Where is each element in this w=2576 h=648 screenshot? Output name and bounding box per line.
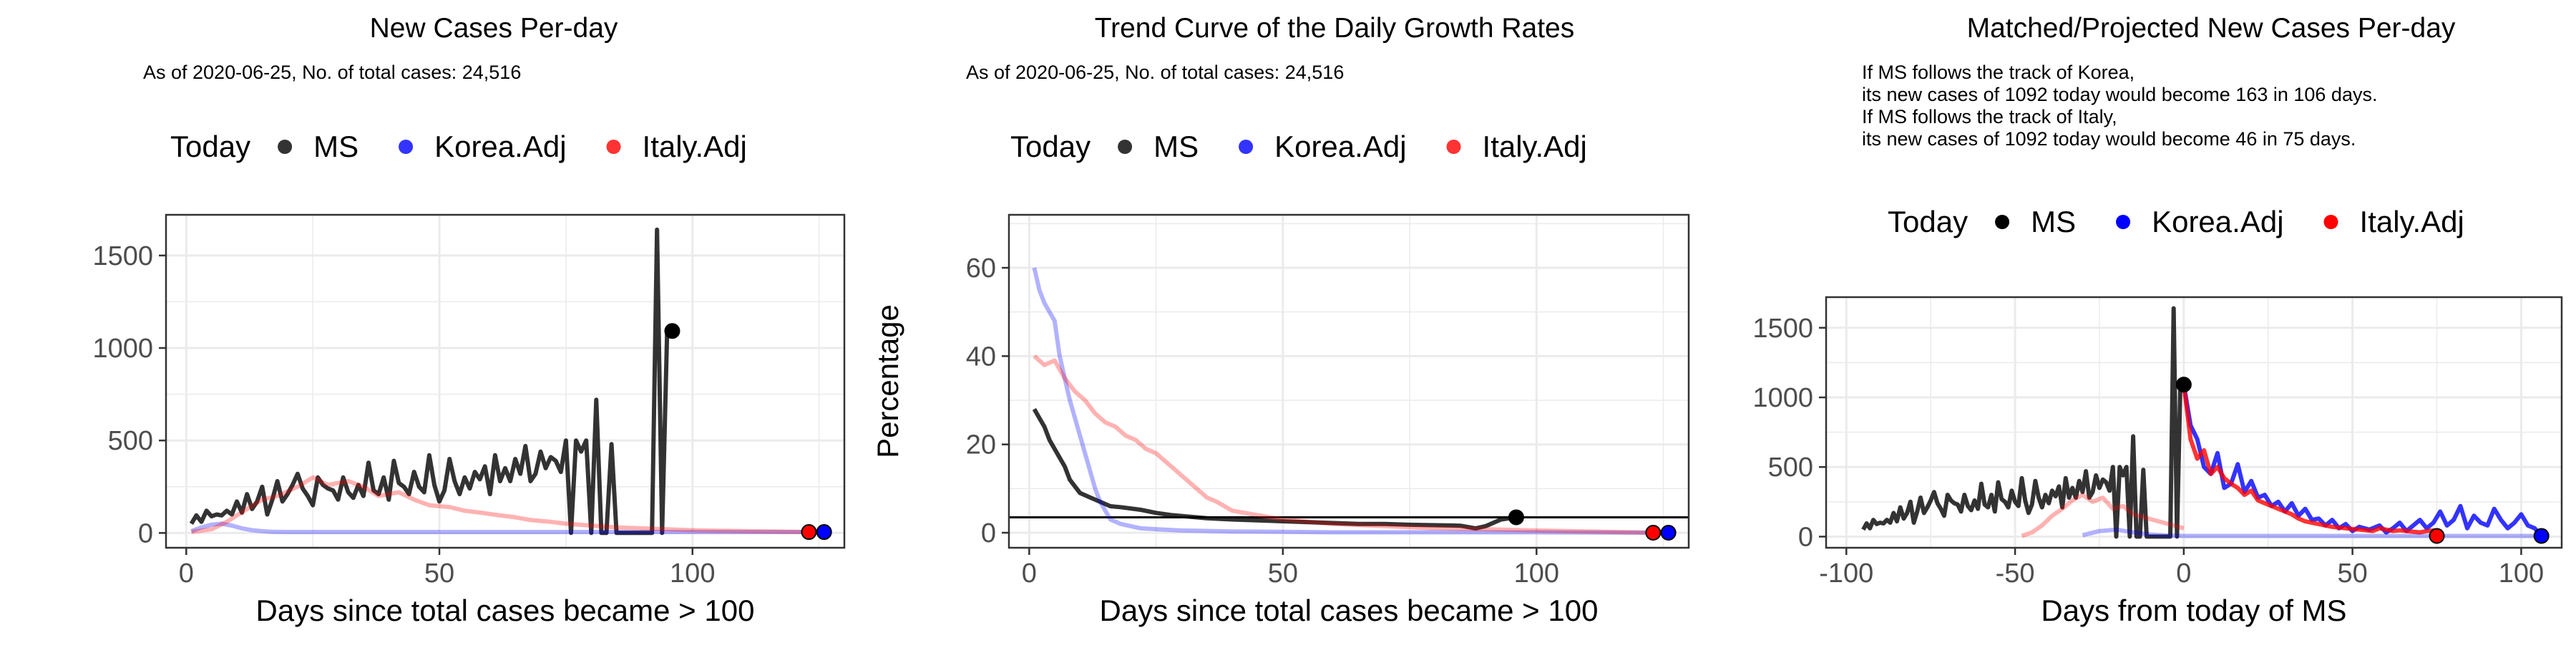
chart3-legend-key-ms (1995, 215, 2010, 229)
chart1-series-ms (189, 227, 673, 536)
chart3-panel-border (1825, 296, 2563, 549)
chart3-annotation-line: its new cases of 1092 today would become… (1862, 84, 2377, 105)
chart1-legend-title: Today (170, 130, 250, 163)
chart2-subtitle: As of 2020-06-25, No. of total cases: 24… (966, 62, 1344, 83)
chart3-series-italy-adj (2181, 384, 2437, 535)
chart2-series-italy-adj (1033, 354, 1654, 535)
chart3-x-tick-label: -100 (1819, 558, 1873, 589)
chart2-legend-label: MS (1153, 130, 1199, 163)
chart3-y-tick-label: 1500 (1752, 314, 1813, 344)
chart3-legend-label: MS (2031, 205, 2076, 238)
chart3-series-italy-adj-history (2021, 493, 2185, 538)
chart1-y-tick-label: 0 (138, 518, 153, 548)
chart3-annotation-line: If MS follows the track of Korea, (1862, 62, 2135, 83)
chart2-today-point-italy-adj (1645, 525, 1662, 541)
chart1-x-tick-label: 0 (179, 558, 194, 589)
chart3-x-tick-label: -50 (1996, 558, 2035, 589)
chart1-subtitle: As of 2020-06-25, No. of total cases: 24… (143, 62, 521, 83)
chart3-legend-title: Today (1888, 205, 1968, 238)
chart3-x-axis-title: Days from today of MS (2041, 594, 2346, 627)
chart3-legend-label: Italy.Adj (2360, 205, 2464, 238)
chart2-x-axis-title: Days since total cases became > 100 (1100, 594, 1599, 627)
chart1-today-point-italy-adj (801, 524, 817, 541)
chart1-y-tick-label: 500 (108, 426, 153, 456)
chart2-y-axis-title: Percentage (871, 304, 904, 458)
chart3-x-tick-label: 50 (2337, 558, 2367, 589)
chart2-x-tick-label: 0 (1022, 558, 1037, 589)
chart3-y-tick-label: 500 (1768, 453, 1813, 483)
chart3-series-korea-adj (2181, 384, 2543, 538)
chart3-legend-key-italy-adj (2323, 215, 2338, 229)
chart3-x-tick-label: 0 (2176, 558, 2191, 589)
chart2-x-tick-label: 100 (1514, 558, 1559, 589)
chart2-today-point-korea-adj (1660, 525, 1677, 541)
chart2-y-tick-label: 0 (981, 518, 996, 548)
chart2-y-tick-label: 60 (966, 253, 996, 284)
chart1-legend-key-korea-adj (399, 140, 414, 154)
chart3-series-ms (1861, 306, 2185, 539)
chart2-legend-key-ms (1118, 140, 1133, 154)
chart3-legend-label: Korea.Adj (2152, 205, 2283, 238)
chart2-series-korea-adj (1032, 267, 1669, 535)
chart1-title: New Cases Per-day (370, 13, 618, 44)
chart1-legend-key-ms (278, 140, 293, 154)
chart2-y-tick-label: 40 (966, 342, 996, 372)
chart1-today-point-korea-adj (816, 524, 832, 541)
chart1-y-tick-label: 1000 (92, 334, 153, 364)
chart3-today-point-korea-adj (2533, 528, 2550, 544)
chart1-x-tick-label: 100 (670, 558, 715, 589)
chart2-legend-key-italy-adj (1446, 140, 1461, 154)
chart1-series-korea-adj (190, 521, 824, 534)
chart3-today-point-ms (2175, 377, 2192, 393)
chart3-today-point-italy-adj (2429, 528, 2445, 544)
chart2-x-tick-label: 50 (1268, 558, 1298, 589)
chart2-y-tick-label: 20 (966, 430, 996, 460)
chart1-x-axis-title: Days since total cases became > 100 (256, 594, 755, 627)
chart2-legend-key-korea-adj (1239, 140, 1254, 154)
chart1-today-point-ms (664, 323, 680, 339)
chart3-y-tick-label: 1000 (1752, 383, 1813, 413)
chart3-annotation-line: its new cases of 1092 today would become… (1862, 128, 2356, 150)
chart3-series-korea-adj-history (2082, 527, 2542, 538)
chart2-title: Trend Curve of the Daily Growth Rates (1095, 13, 1574, 44)
chart3-title: Matched/Projected New Cases Per-day (1967, 13, 2456, 44)
chart2-today-point-ms (1508, 509, 1524, 526)
chart3-x-tick-label: 100 (2499, 558, 2544, 589)
chart1-legend-label: Korea.Adj (434, 130, 566, 163)
chart1-x-tick-label: 50 (424, 558, 454, 589)
chart2-panel-border (1008, 213, 1690, 549)
chart2-series-ms (1032, 407, 1517, 531)
chart2-legend-label: Korea.Adj (1274, 130, 1406, 163)
chart1-y-tick-label: 1500 (92, 241, 153, 271)
chart2-legend-label: Italy.Adj (1483, 130, 1587, 163)
chart3-annotation-line: If MS follows the track of Italy, (1862, 106, 2117, 127)
chart1-series-italy-adj (191, 475, 809, 534)
chart3-y-tick-label: 0 (1798, 522, 1813, 552)
chart2-legend-title: Today (1010, 130, 1091, 163)
chart1-legend-key-italy-adj (606, 140, 621, 154)
chart3-legend-key-korea-adj (2116, 215, 2131, 229)
chart1-legend-label: Italy.Adj (643, 130, 747, 163)
chart1-legend-label: MS (313, 130, 358, 163)
chart1-panel-border (165, 213, 846, 549)
